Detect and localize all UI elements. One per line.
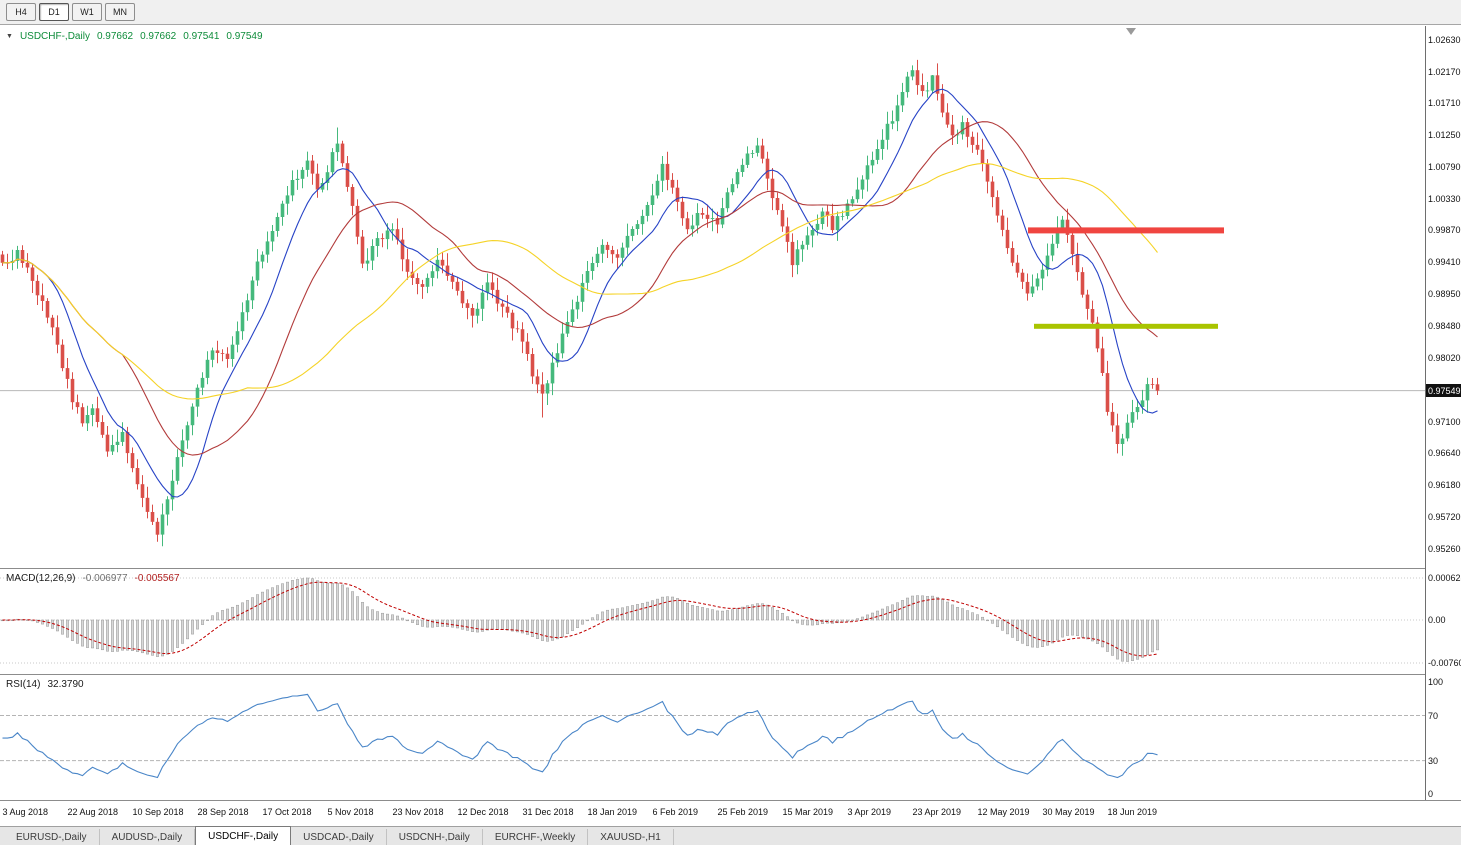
- axis-separator: [0, 800, 1461, 801]
- price-tick-label: 0.96180: [1428, 480, 1461, 491]
- ohlc-low: 0.97541: [183, 31, 220, 42]
- macd-tick-label: 0.00: [1428, 615, 1446, 625]
- price-chart-canvas[interactable]: [0, 26, 1425, 568]
- timeframe-toolbar: H4 D1 W1 MN: [0, 0, 1461, 25]
- timeframe-button-mn[interactable]: MN: [105, 3, 135, 21]
- current-price-badge: 0.97549: [1426, 384, 1461, 398]
- date-label: 6 Feb 2019: [652, 807, 699, 817]
- date-label: 3 Aug 2018: [2, 807, 49, 817]
- rsi-label: RSI(14) 32.3790: [6, 679, 84, 690]
- date-label: 18 Jun 2019: [1107, 807, 1158, 817]
- date-label: 25 Feb 2019: [717, 807, 769, 817]
- price-tick-label: 0.97100: [1428, 416, 1461, 427]
- rsi-value: 32.3790: [47, 679, 84, 690]
- rsi-indicator-pane[interactable]: [0, 675, 1425, 800]
- price-tick-label: 1.00790: [1428, 161, 1461, 172]
- chart-tab-6[interactable]: XAUUSD-,H1: [588, 829, 674, 845]
- chart-tab-0[interactable]: EURUSD-,Daily: [4, 829, 100, 845]
- price-tick-label: 0.98950: [1428, 288, 1461, 299]
- rsi-tick-label: 0: [1428, 789, 1434, 800]
- date-label: 10 Sep 2018: [132, 807, 184, 817]
- price-tick-label: 0.99410: [1428, 257, 1461, 268]
- macd-tick-label: 0.0006285: [1428, 573, 1461, 583]
- macd-label: MACD(12,26,9) -0.006977 -0.005567: [6, 573, 180, 584]
- price-tick-label: 0.98020: [1428, 353, 1461, 364]
- price-tick-label: 0.95260: [1428, 543, 1461, 554]
- resistance-line[interactable]: [1028, 227, 1224, 234]
- date-label: 23 Apr 2019: [912, 807, 962, 817]
- price-tick-label: 1.00330: [1428, 193, 1461, 204]
- chart-tab-5[interactable]: EURCHF-,Weekly: [483, 829, 589, 845]
- macd-main-value: -0.006977: [82, 573, 128, 584]
- ma-25-line: [2, 121, 1158, 456]
- macd-name: MACD(12,26,9): [6, 573, 76, 584]
- price-tick-label: 1.01250: [1428, 130, 1461, 141]
- chart-tab-4[interactable]: USDCNH-,Daily: [387, 829, 483, 845]
- macd-signal-value: -0.005567: [134, 573, 180, 584]
- date-label: 15 Mar 2019: [782, 807, 834, 817]
- price-tick-label: 0.99870: [1428, 225, 1461, 236]
- ohlc-high: 0.97662: [140, 31, 177, 42]
- ma-50-line: [2, 162, 1158, 400]
- timeframe-button-d1[interactable]: D1: [39, 3, 69, 21]
- rsi-tick-label: 70: [1428, 710, 1439, 721]
- date-label: 28 Sep 2018: [197, 807, 249, 817]
- date-label: 22 Aug 2018: [67, 807, 119, 817]
- date-label: 5 Nov 2018: [327, 807, 374, 817]
- chart-symbol-label: USDCHF-,Daily: [19, 31, 90, 42]
- chart-title: ▼ USDCHF-,Daily 0.97662 0.97662 0.97541 …: [6, 31, 263, 42]
- chart-tab-3[interactable]: USDCAD-,Daily: [291, 829, 387, 845]
- price-tick-label: 1.02170: [1428, 66, 1461, 77]
- date-label: 3 Apr 2019: [847, 807, 892, 817]
- timeframe-button-w1[interactable]: W1: [72, 3, 102, 21]
- chart-shift-marker-icon[interactable]: [1126, 28, 1136, 35]
- price-tick-label: 0.95720: [1428, 511, 1461, 522]
- date-label: 12 Dec 2018: [457, 807, 509, 817]
- macd-signal-line: [2, 581, 1158, 657]
- pane-splitter[interactable]: [0, 674, 1461, 675]
- date-label: 30 May 2019: [1042, 807, 1095, 817]
- price-tick-label: 0.96640: [1428, 448, 1461, 459]
- chart-tabs-bar: EURUSD-,Daily AUDUSD-,Daily USDCHF-,Daily U…: [0, 826, 1461, 845]
- price-tick-label: 0.98480: [1428, 321, 1461, 332]
- rsi-line: [2, 693, 1158, 779]
- rsi-canvas[interactable]: [0, 675, 1425, 800]
- ohlc-open: 0.97662: [96, 31, 134, 42]
- date-label: 23 Nov 2018: [392, 807, 444, 817]
- macd-canvas[interactable]: [0, 569, 1425, 674]
- price-tick-label: 1.02630: [1428, 34, 1461, 45]
- rsi-tick-label: 100: [1428, 676, 1444, 687]
- time-scale[interactable]: 3 Aug 2018 22 Aug 2018 10 Sep 2018 28 Sep 2…: [0, 801, 1461, 826]
- macd-indicator-pane[interactable]: [0, 569, 1425, 674]
- date-label: 18 Jan 2019: [587, 807, 638, 817]
- chart-tab-2[interactable]: USDCHF-,Daily: [195, 826, 292, 845]
- pane-splitter[interactable]: [0, 568, 1461, 569]
- macd-tick-label: -0.0076096: [1428, 658, 1461, 668]
- price-scale[interactable]: 1.02630 1.02170 1.01710 1.01250 1.00790 1.003…: [1425, 26, 1461, 800]
- ma-10-line: [2, 88, 1158, 498]
- date-label: 12 May 2019: [977, 807, 1030, 817]
- support-line[interactable]: [1034, 323, 1218, 329]
- price-tick-label: 1.01710: [1428, 98, 1461, 109]
- price-chart-pane[interactable]: [0, 26, 1425, 568]
- ohlc-close: 0.97549: [226, 31, 263, 42]
- chart-dropdown-icon[interactable]: ▼: [6, 33, 13, 40]
- timeframe-button-h4[interactable]: H4: [6, 3, 36, 21]
- date-label: 31 Dec 2018: [522, 807, 574, 817]
- date-label: 17 Oct 2018: [262, 807, 312, 817]
- rsi-tick-label: 30: [1428, 755, 1439, 766]
- chart-tab-1[interactable]: AUDUSD-,Daily: [100, 829, 196, 845]
- rsi-name: RSI(14): [6, 679, 41, 690]
